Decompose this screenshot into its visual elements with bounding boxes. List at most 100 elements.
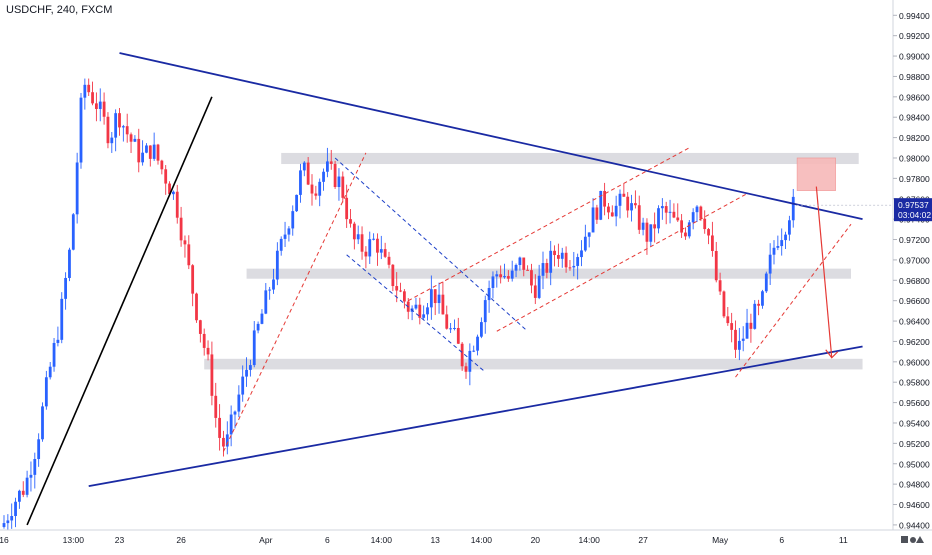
price-axis[interactable]: 0.99400 0.99200 0.99000 0.98800 0.98600 0.984… [797, 0, 932, 550]
candle-body [241, 376, 245, 395]
candle-body [326, 161, 329, 172]
black-trendline[interactable] [26, 96, 213, 526]
projection-arrow[interactable] [815, 186, 833, 358]
candle-body [553, 250, 556, 256]
candle-body [491, 276, 495, 288]
channel-blue-line[interactable] [334, 157, 528, 332]
candle-body [87, 84, 91, 93]
candle-body [653, 224, 657, 229]
candle-body [275, 250, 279, 280]
candle-body [145, 145, 148, 153]
candle-body [368, 239, 372, 257]
candle-body [587, 232, 591, 237]
candle-body [684, 232, 687, 237]
candle-body [772, 247, 776, 255]
candle-body [506, 276, 510, 279]
candle-body [164, 169, 168, 184]
candle-body [183, 240, 187, 245]
candle-body [460, 343, 464, 367]
candle-body [356, 234, 360, 240]
lower-trendline[interactable] [88, 345, 863, 488]
candle-body [25, 477, 29, 495]
candle-body [291, 211, 295, 229]
candle-body [98, 101, 102, 109]
candle-body [480, 322, 483, 337]
candle-body [229, 414, 233, 435]
candle-body [48, 366, 52, 378]
candle-body [41, 406, 44, 440]
candle-body [187, 244, 191, 266]
candle-body [791, 196, 795, 221]
candle-body [110, 137, 114, 144]
channel-red-line[interactable] [735, 223, 852, 378]
candle-body [71, 214, 75, 250]
candle-body [129, 134, 133, 142]
y-tick-label: 0.97200 [899, 235, 930, 245]
y-tick-label: 0.95400 [899, 418, 930, 428]
channel-red-line[interactable] [222, 152, 367, 452]
candle-body [206, 347, 210, 355]
candle-body [160, 160, 164, 170]
y-tick-label: 0.98000 [899, 153, 930, 163]
time-axis[interactable]: 16 13:00 23 26 Apr 6 14:00 13 14:00 20 14:00 27 May 6… [0, 529, 932, 550]
candle-body [672, 211, 676, 218]
candle-body [279, 238, 283, 251]
candle-body [418, 304, 422, 318]
candle-body [133, 138, 137, 142]
candle-body [707, 229, 710, 236]
candle-body [318, 181, 322, 196]
y-tick-label: 0.94800 [899, 480, 930, 490]
candle-body [148, 145, 152, 159]
x-tick-label: 27 [638, 535, 648, 545]
y-tick-label: 0.95000 [899, 459, 930, 469]
candle-body [191, 265, 195, 294]
x-tick-label: 23 [115, 535, 125, 545]
candle-body [64, 277, 67, 299]
upper-trendline[interactable] [119, 52, 863, 221]
candle-body [603, 190, 606, 207]
candle-body [741, 338, 745, 341]
candle-body [106, 116, 110, 144]
last-price-label: 0.97537 [898, 200, 929, 210]
candle-body [195, 293, 198, 321]
channel-red-line[interactable] [496, 193, 748, 332]
candle-body [33, 459, 37, 475]
candle-body [310, 184, 314, 194]
candle-body [753, 303, 757, 329]
candle-body [283, 234, 287, 239]
candle-body [360, 234, 364, 252]
drawings-layer [26, 52, 863, 526]
candle-body [314, 193, 318, 196]
candle-body [214, 395, 218, 418]
candle-body [580, 250, 583, 258]
channel-red-line[interactable] [408, 147, 690, 302]
candle-body [91, 92, 94, 104]
candle-body [599, 190, 603, 220]
candle-body [614, 205, 618, 217]
candle-body [95, 103, 98, 109]
candle-body [668, 211, 672, 213]
y-tick-label: 0.94400 [899, 520, 930, 530]
candle-body [761, 291, 764, 306]
candle-body [718, 280, 722, 292]
candle-body [714, 250, 718, 281]
candle-body [387, 256, 391, 265]
y-tick-label: 0.96800 [899, 276, 930, 286]
candle-body [433, 289, 437, 304]
channel-blue-line[interactable] [346, 254, 486, 373]
candle-body [198, 320, 202, 334]
candle-body [329, 161, 333, 164]
candle-body [168, 183, 171, 195]
candle-body [749, 322, 753, 329]
candle-body [14, 501, 17, 517]
candle-body [272, 279, 275, 290]
candle-body [83, 84, 87, 98]
y-tick-label: 0.95800 [899, 378, 930, 388]
candle-body [637, 205, 641, 230]
candle-body [121, 126, 125, 128]
last-price-badge [894, 198, 932, 222]
candle-body [299, 170, 302, 195]
x-tick-label: 6 [779, 535, 784, 545]
